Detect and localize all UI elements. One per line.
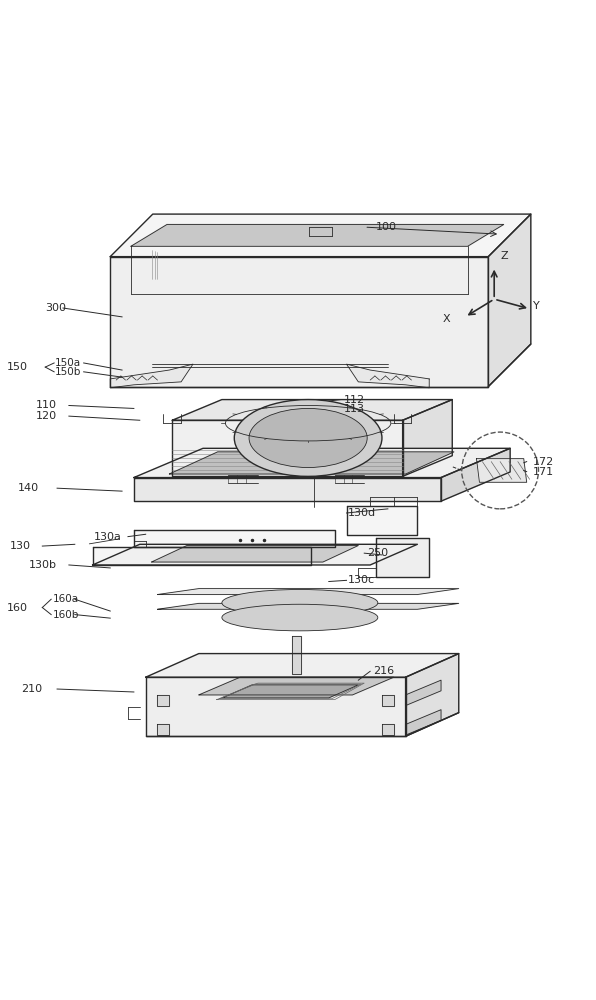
Text: 160: 160 (7, 603, 27, 613)
Ellipse shape (234, 400, 382, 476)
Polygon shape (145, 677, 406, 736)
Polygon shape (488, 214, 531, 387)
Polygon shape (476, 459, 527, 482)
Text: 130: 130 (10, 541, 30, 551)
Polygon shape (169, 452, 454, 474)
Polygon shape (382, 724, 394, 735)
Text: 160a: 160a (52, 594, 79, 604)
Text: 130d: 130d (347, 508, 376, 518)
Polygon shape (199, 677, 394, 695)
Text: 172: 172 (533, 457, 554, 467)
Polygon shape (406, 654, 459, 736)
Polygon shape (346, 506, 417, 535)
Text: 130c: 130c (347, 575, 375, 585)
Polygon shape (382, 695, 394, 706)
Text: X: X (442, 314, 450, 324)
Polygon shape (172, 400, 452, 420)
Ellipse shape (222, 589, 378, 616)
Polygon shape (406, 680, 441, 706)
Text: 100: 100 (376, 222, 397, 232)
Polygon shape (441, 448, 510, 501)
Polygon shape (172, 420, 403, 476)
Polygon shape (151, 545, 358, 562)
Text: 113: 113 (343, 404, 365, 414)
Text: 130b: 130b (29, 560, 57, 570)
Polygon shape (157, 589, 459, 595)
Text: 250: 250 (367, 548, 389, 558)
Text: 150: 150 (7, 362, 27, 372)
Text: 150b: 150b (55, 367, 82, 377)
Polygon shape (110, 257, 488, 387)
Text: 120: 120 (36, 411, 57, 421)
Polygon shape (92, 547, 311, 565)
Text: 300: 300 (45, 303, 66, 313)
Polygon shape (157, 724, 169, 735)
Polygon shape (134, 530, 335, 547)
Polygon shape (291, 636, 301, 674)
Polygon shape (376, 538, 429, 577)
Text: 140: 140 (18, 483, 39, 493)
Polygon shape (131, 224, 504, 246)
Text: Z: Z (500, 251, 508, 261)
Polygon shape (403, 400, 452, 476)
Polygon shape (92, 544, 417, 565)
Text: 171: 171 (533, 467, 554, 477)
Polygon shape (346, 364, 429, 388)
Polygon shape (110, 364, 193, 388)
Polygon shape (406, 710, 441, 735)
Polygon shape (157, 695, 169, 706)
Polygon shape (110, 214, 531, 257)
Polygon shape (145, 654, 459, 677)
Ellipse shape (222, 604, 378, 631)
Text: 210: 210 (21, 684, 42, 694)
Polygon shape (134, 448, 510, 478)
Ellipse shape (249, 408, 367, 468)
Polygon shape (157, 603, 459, 609)
Text: 216: 216 (373, 666, 394, 676)
Text: 160b: 160b (52, 610, 79, 620)
Text: 150a: 150a (55, 358, 82, 368)
Text: 130a: 130a (94, 532, 122, 542)
Text: 110: 110 (36, 400, 57, 410)
Polygon shape (134, 478, 441, 501)
Text: 112: 112 (343, 395, 365, 405)
Text: Y: Y (533, 301, 540, 311)
Polygon shape (222, 685, 358, 698)
